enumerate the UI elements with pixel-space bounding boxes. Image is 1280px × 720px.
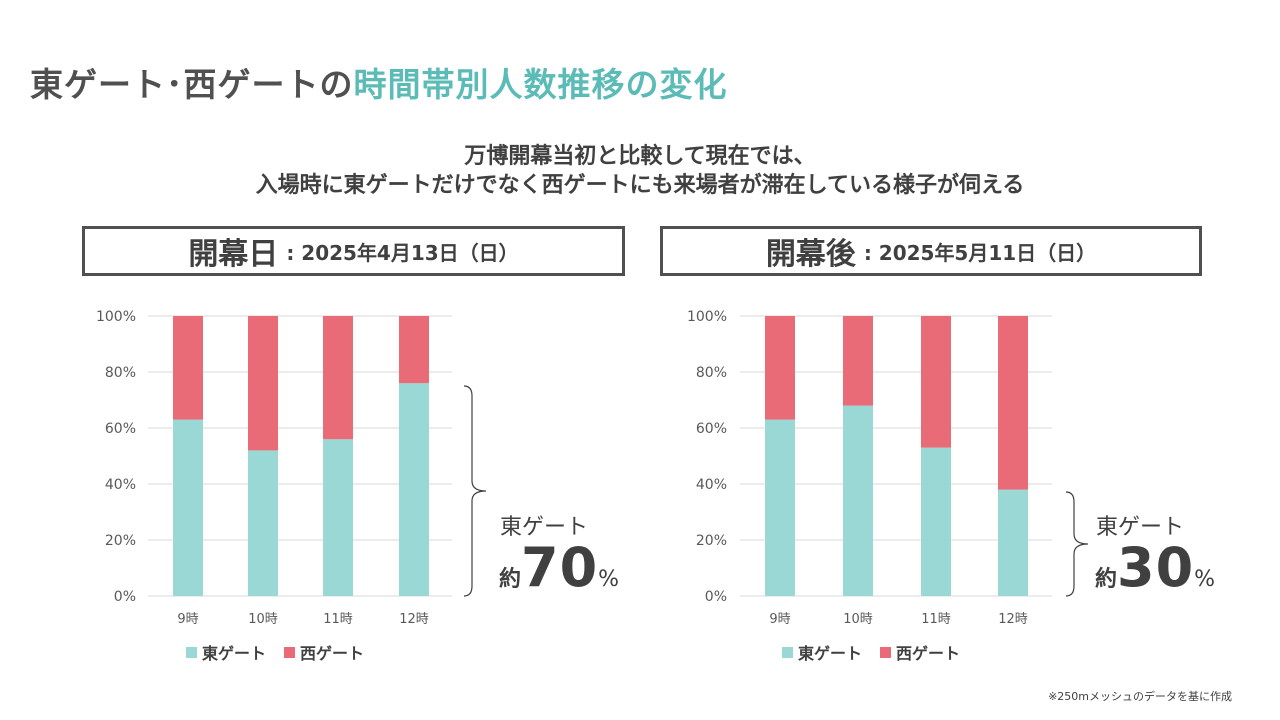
bar-west-gate — [765, 316, 795, 420]
bar-west-gate — [323, 316, 353, 440]
x-tick-label: 12時 — [998, 612, 1028, 627]
x-tick-label: 10時 — [248, 612, 278, 627]
annotation-prefix: 約 — [1095, 567, 1118, 592]
bar-east-gate — [173, 419, 203, 596]
y-tick-label: 100% — [96, 309, 136, 325]
panel-heading-label: 開幕日 — [188, 237, 279, 272]
annotation-label: 東ゲート — [1096, 515, 1185, 540]
bar-west-gate — [921, 316, 951, 448]
annotation-prefix: 約 — [499, 567, 522, 592]
bar-east-gate — [998, 489, 1028, 596]
bar-east-gate — [323, 439, 353, 596]
y-tick-label: 40% — [696, 477, 727, 493]
legend-swatch — [284, 647, 295, 658]
annotation-unit: % — [1194, 567, 1216, 592]
y-tick-label: 20% — [105, 533, 136, 549]
annotation-value: 約70% — [499, 536, 619, 599]
x-tick-label: 10時 — [843, 612, 873, 627]
legend-swatch — [186, 647, 197, 658]
y-tick-label: 0% — [705, 589, 727, 605]
x-tick-label: 11時 — [323, 612, 353, 627]
panel-heading-after-opening: 開幕後 : 2025年5月11日（日） — [660, 226, 1202, 276]
y-tick-label: 40% — [105, 477, 136, 493]
bar-west-gate — [399, 316, 429, 384]
bar-east-gate — [921, 447, 951, 596]
panel-heading-opening-day: 開幕日 : 2025年4月13日（日） — [82, 226, 625, 276]
annotation-value: 約30% — [1095, 536, 1215, 599]
x-tick-label: 9時 — [769, 612, 790, 627]
y-tick-label: 20% — [696, 533, 727, 549]
bar-east-gate — [248, 450, 278, 596]
brace-bracket — [1065, 491, 1089, 597]
subtitle: 万博開幕当初と比較して現在では、 入場時に東ゲートだけでなく西ゲートにも来場者が… — [0, 142, 1280, 200]
annotation-label: 東ゲート — [500, 515, 589, 540]
title-part-gates: 東ゲート･西ゲートの — [30, 65, 354, 104]
legend-swatch — [880, 647, 891, 658]
x-tick-label: 12時 — [399, 612, 429, 627]
legend-label: 西ゲート — [896, 644, 960, 663]
legend-swatch — [782, 647, 793, 658]
y-tick-label: 80% — [105, 365, 136, 381]
page-title: 東ゲート･西ゲートの時間帯別人数推移の変化 — [30, 58, 728, 106]
bar-east-gate — [843, 405, 873, 596]
x-tick-label: 9時 — [177, 612, 198, 627]
annotation-number: 30 — [1117, 536, 1195, 599]
y-tick-label: 60% — [105, 421, 136, 437]
y-tick-label: 100% — [687, 309, 727, 325]
legend-label: 西ゲート — [300, 644, 364, 663]
panel-heading-label: 開幕後 — [765, 237, 856, 272]
bar-west-gate — [173, 316, 203, 420]
x-tick-label: 11時 — [921, 612, 951, 627]
bar-west-gate — [843, 316, 873, 406]
bar-east-gate — [765, 419, 795, 596]
annotation-unit: % — [598, 567, 620, 592]
y-tick-label: 60% — [696, 421, 727, 437]
panel-heading-date: : 2025年5月11日（日） — [863, 240, 1097, 265]
bar-west-gate — [998, 316, 1028, 490]
panel-heading-date: : 2025年4月13日（日） — [286, 240, 519, 265]
footnote: ※250mメッシュのデータを基に作成 — [1048, 690, 1232, 703]
legend-label: 東ゲート — [202, 644, 266, 663]
brace-bracket — [463, 385, 487, 597]
y-tick-label: 0% — [114, 589, 136, 605]
bar-west-gate — [248, 316, 278, 451]
subtitle-line-2: 入場時に東ゲートだけでなく西ゲートにも来場者が滞在している様子が伺える — [255, 173, 1025, 198]
subtitle-line-1: 万博開幕当初と比較して現在では、 — [464, 144, 816, 169]
bar-east-gate — [399, 383, 429, 596]
y-tick-label: 80% — [696, 365, 727, 381]
title-part-trend: 時間帯別人数推移の変化 — [353, 65, 728, 104]
legend-label: 東ゲート — [798, 644, 862, 663]
annotation-number: 70 — [521, 536, 599, 599]
